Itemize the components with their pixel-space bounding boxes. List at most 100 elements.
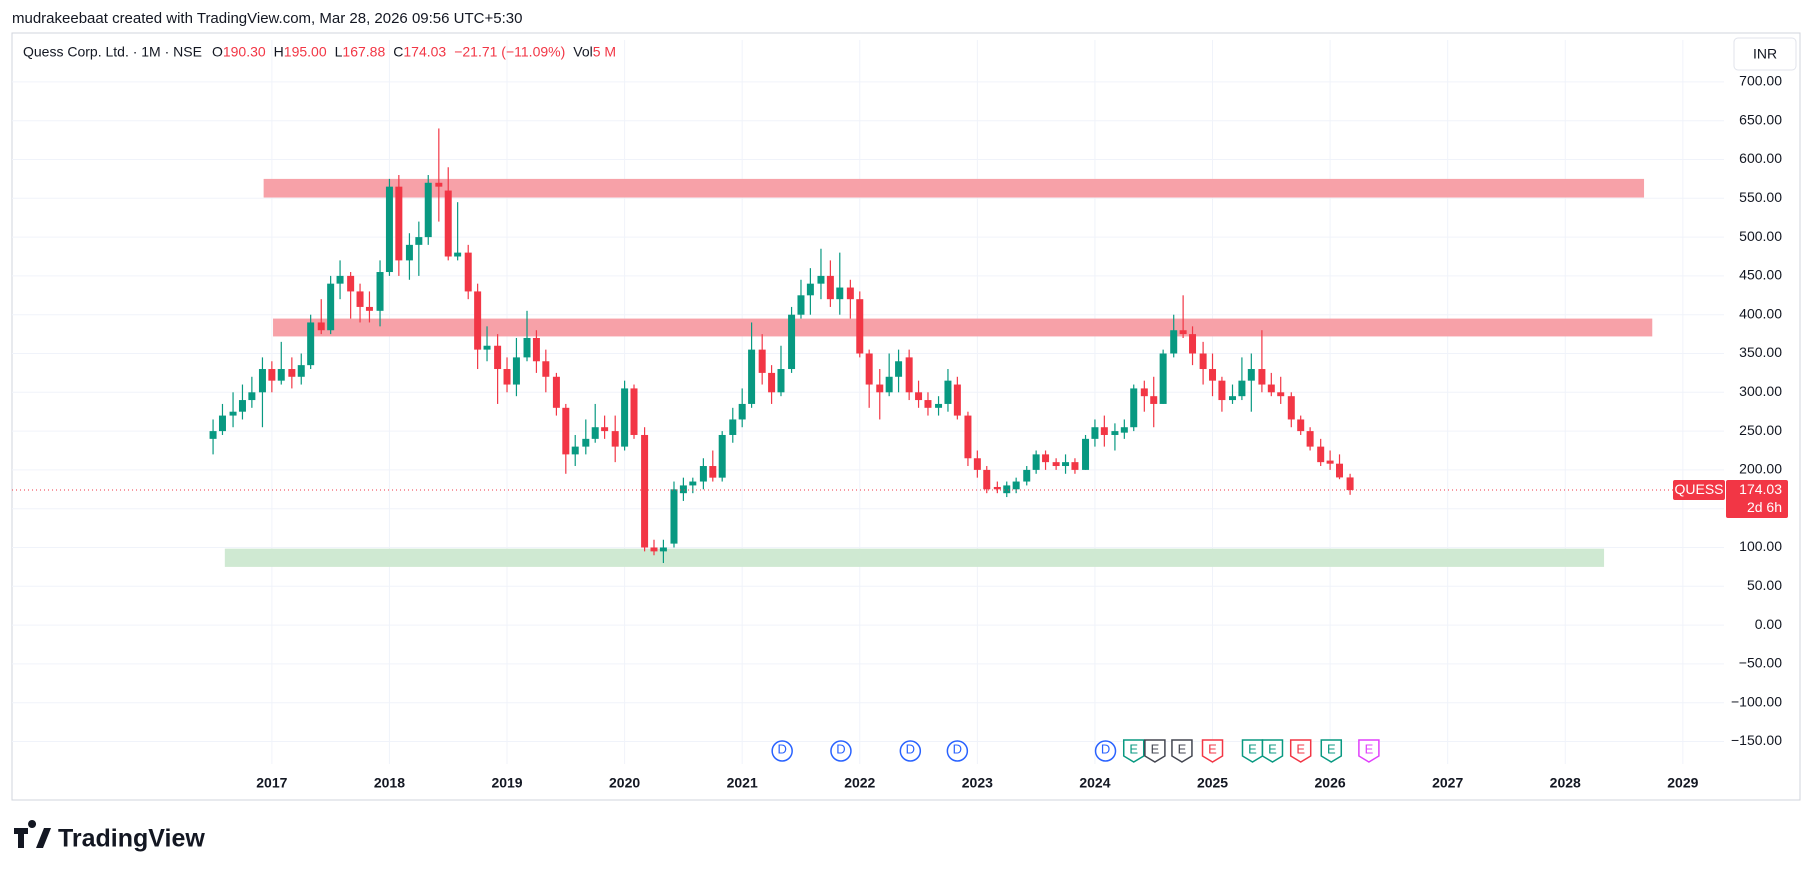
candle-body [464, 252, 472, 292]
y-tick-label: 500.00 [1739, 228, 1782, 244]
event-marker: D [1094, 740, 1117, 762]
x-tick-label: 2023 [962, 775, 993, 791]
candle-body [238, 400, 246, 412]
candle-body [1346, 477, 1354, 491]
candle-body [601, 427, 609, 432]
event-badge [1094, 740, 1117, 762]
event-label: D [953, 741, 962, 756]
candle-body [1267, 384, 1275, 393]
candle-body [709, 466, 717, 478]
ohlc-value: 190.30 [223, 44, 266, 60]
y-tick-label: 250.00 [1739, 422, 1782, 438]
candle-body [641, 434, 649, 548]
candle-body [650, 547, 658, 552]
event-badge [1122, 739, 1145, 763]
candle-body [1100, 427, 1108, 435]
y-tick-label: −50.00 [1739, 655, 1782, 671]
ohlc-label: L [335, 44, 343, 60]
event-label: E [1327, 741, 1336, 756]
event-label: E [1296, 741, 1305, 756]
candle-body [1140, 388, 1148, 397]
candle-body [415, 237, 423, 245]
candle-body [935, 403, 943, 408]
candle-body [385, 186, 393, 273]
candle-body [523, 337, 531, 358]
candle-body [621, 388, 629, 447]
event-marker: E [1201, 739, 1224, 763]
attribution: mudrakeebaat created with TradingView.co… [12, 10, 522, 27]
candle-body [964, 415, 972, 459]
candle-body [474, 291, 482, 350]
event-marker: E [1261, 739, 1284, 763]
candle-body [1218, 380, 1226, 401]
event-badge [1241, 739, 1264, 763]
x-tick-label: 2019 [491, 775, 522, 791]
logo-icon [14, 820, 51, 848]
zone [224, 548, 1605, 567]
event-badge [1171, 739, 1193, 763]
candle-body [218, 415, 226, 432]
candle-body [895, 361, 903, 377]
candle-body [738, 403, 746, 420]
event-label: E [1268, 741, 1277, 756]
y-tick-label: 0.00 [1755, 616, 1782, 632]
candle-body [1287, 396, 1295, 420]
candle-body [483, 345, 491, 350]
candle-body [836, 287, 844, 300]
candle-body [718, 434, 726, 478]
candle-body [424, 182, 432, 238]
candle-body [806, 283, 814, 296]
candle-body [288, 369, 296, 377]
event-badge [1144, 739, 1166, 763]
candle-body [905, 357, 913, 393]
x-tick-label: 2028 [1550, 775, 1581, 791]
price-tag-bg [1726, 480, 1788, 519]
zone [273, 318, 1653, 337]
event-marker: E [1320, 739, 1343, 763]
candle-body [582, 438, 590, 447]
candle-body [395, 186, 403, 261]
event-marker: E [1122, 739, 1145, 763]
candle-body [336, 275, 344, 284]
candle-body [376, 272, 384, 311]
candle-body [1062, 462, 1070, 467]
y-tick-label: 550.00 [1739, 189, 1782, 205]
candle-body [630, 388, 638, 435]
x-tick-label: 2018 [374, 775, 405, 791]
price-tag-price: 174.03 [1739, 481, 1782, 497]
x-tick-label: 2021 [727, 775, 758, 791]
candle-body [1120, 427, 1128, 433]
symbol-title: Quess Corp. Ltd. · 1M · NSE [23, 44, 202, 60]
candle-body [435, 182, 443, 187]
candle-body [876, 384, 884, 393]
event-badge [1320, 739, 1343, 763]
candle-body [993, 486, 1001, 490]
x-tick-label: 2026 [1315, 775, 1346, 791]
ohlc-value: 167.88 [342, 44, 385, 60]
candle-body [924, 400, 932, 408]
candle-body [327, 283, 335, 331]
candle-body [856, 299, 864, 354]
event-marker: D [830, 740, 852, 762]
candle-body [317, 322, 325, 331]
candle-body [944, 380, 952, 404]
ohlc-value: 195.00 [284, 44, 327, 60]
currency-box[interactable] [1733, 37, 1797, 71]
candle-body [846, 287, 854, 300]
candle-body [768, 372, 776, 393]
candle-body [552, 376, 560, 408]
candle-body [512, 357, 520, 385]
candle-body [503, 369, 511, 385]
candle-body [758, 349, 766, 373]
candle-body [699, 466, 707, 482]
candle-body [659, 547, 667, 552]
candle-body [229, 411, 237, 416]
y-tick-label: 400.00 [1739, 305, 1782, 321]
candle-body [729, 419, 737, 435]
candle-body [542, 361, 550, 377]
event-label: D [777, 741, 786, 756]
event-marker: E [1358, 739, 1380, 763]
